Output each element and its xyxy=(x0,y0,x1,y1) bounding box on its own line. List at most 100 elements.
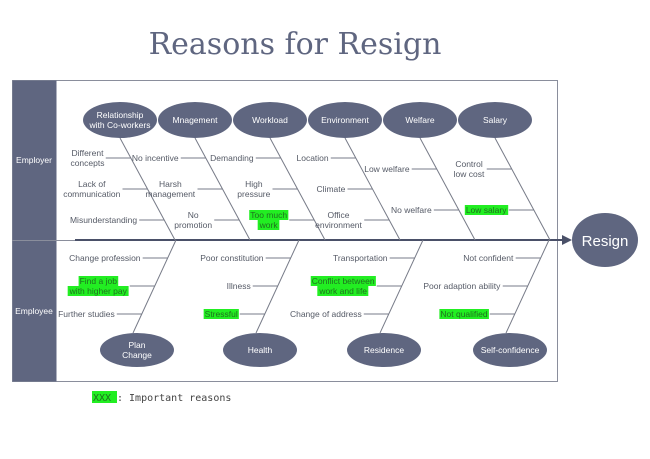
cause: Transportation xyxy=(333,253,388,263)
cause: Change profession xyxy=(69,253,141,263)
cause-text: Demanding xyxy=(210,153,254,163)
cause-text: concepts xyxy=(70,158,104,168)
cause-text: Not qualified xyxy=(440,309,488,319)
cause-text: High xyxy=(245,179,263,189)
cause-text: work and life xyxy=(318,286,367,296)
cause: No incentive xyxy=(132,153,179,163)
bone-salary xyxy=(494,137,551,241)
cause-text: Change profession xyxy=(69,253,141,263)
cause-text: Further studies xyxy=(58,309,115,319)
category-node xyxy=(308,102,382,138)
cause-text: Find a job xyxy=(80,276,118,286)
cause-text: Location xyxy=(297,153,329,163)
group-band xyxy=(12,80,57,382)
cause-text: No incentive xyxy=(132,153,179,163)
cause-text: low cost xyxy=(454,169,485,179)
cause-text: Lack of xyxy=(78,179,106,189)
highlight xyxy=(439,309,489,319)
cause-text: Change of address xyxy=(290,309,362,319)
cause: Change of address xyxy=(290,309,362,319)
highlight xyxy=(257,220,280,230)
category-label: Mnagement xyxy=(173,115,219,125)
category-label: Welfare xyxy=(405,115,434,125)
cause: Climate xyxy=(317,184,346,194)
cause: Low salary xyxy=(464,205,509,215)
highlight xyxy=(67,286,129,296)
category-label: Environment xyxy=(321,115,369,125)
category-node xyxy=(158,102,232,138)
cause: Low welfare xyxy=(364,164,410,174)
cause: No welfare xyxy=(391,205,432,215)
category-node xyxy=(100,333,174,367)
category-label: Residence xyxy=(364,345,404,355)
spine-arrow xyxy=(562,235,572,245)
cause: Not qualified xyxy=(439,309,489,319)
effect-label: Resign xyxy=(582,233,629,250)
cause-text: Different xyxy=(71,148,104,158)
highlight xyxy=(464,205,509,215)
cause-text: promotion xyxy=(174,220,212,230)
cause-text: Low salary xyxy=(466,205,507,215)
category-label: Change xyxy=(122,350,152,360)
cause: Not confident xyxy=(463,253,514,263)
cause: Location xyxy=(297,153,329,163)
category-label: Health xyxy=(248,345,273,355)
group-employee: Employee xyxy=(15,306,53,316)
cause: Poor adaption ability xyxy=(423,281,501,291)
cause-text: Poor constitution xyxy=(200,253,264,263)
cause-text: Not confident xyxy=(463,253,514,263)
category-node xyxy=(473,333,547,367)
category-label: Self-confidence xyxy=(481,345,540,355)
cause-text: environment xyxy=(315,220,362,230)
category-node xyxy=(347,333,421,367)
cause-text: Harsh xyxy=(159,179,182,189)
cause-text: work xyxy=(259,220,279,230)
diagram-title: Reasons for Resign xyxy=(149,27,442,62)
category-label: with Co-workers xyxy=(89,120,151,130)
legend-text: : Important reasons xyxy=(117,393,231,404)
cause-text: communication xyxy=(63,189,120,199)
cause-text: Stressful xyxy=(205,309,238,319)
category-node xyxy=(223,333,297,367)
category-node xyxy=(83,102,157,138)
category-label: Relationship xyxy=(97,110,144,120)
legend-swatch xyxy=(92,391,117,403)
cause: Further studies xyxy=(58,309,115,319)
effect-node xyxy=(572,213,638,267)
cause-text: Climate xyxy=(317,184,346,194)
cause-text: No welfare xyxy=(391,205,432,215)
category-label: Plan xyxy=(128,340,145,350)
legend-swatch-text: XXX xyxy=(93,393,111,404)
cause-text: No xyxy=(188,210,199,220)
cause-text: pressure xyxy=(237,189,270,199)
category-label: Workload xyxy=(252,115,288,125)
cause-text: Misunderstanding xyxy=(70,215,137,225)
group-employer: Employer xyxy=(16,155,52,165)
highlight xyxy=(249,210,289,220)
cause-text: Low welfare xyxy=(364,164,410,174)
highlight xyxy=(78,276,119,286)
category-node xyxy=(458,102,532,138)
category-node xyxy=(233,102,307,138)
cause: Stressful xyxy=(203,309,239,319)
cause: Poor constitution xyxy=(200,253,264,263)
cause-text: with higher pay xyxy=(69,286,128,296)
highlight xyxy=(310,276,376,286)
cause-text: Conflict between xyxy=(312,276,375,286)
highlight xyxy=(203,309,239,319)
cause-text: Office xyxy=(327,210,349,220)
cause-text: Poor adaption ability xyxy=(423,281,501,291)
cause: Illness xyxy=(227,281,251,291)
